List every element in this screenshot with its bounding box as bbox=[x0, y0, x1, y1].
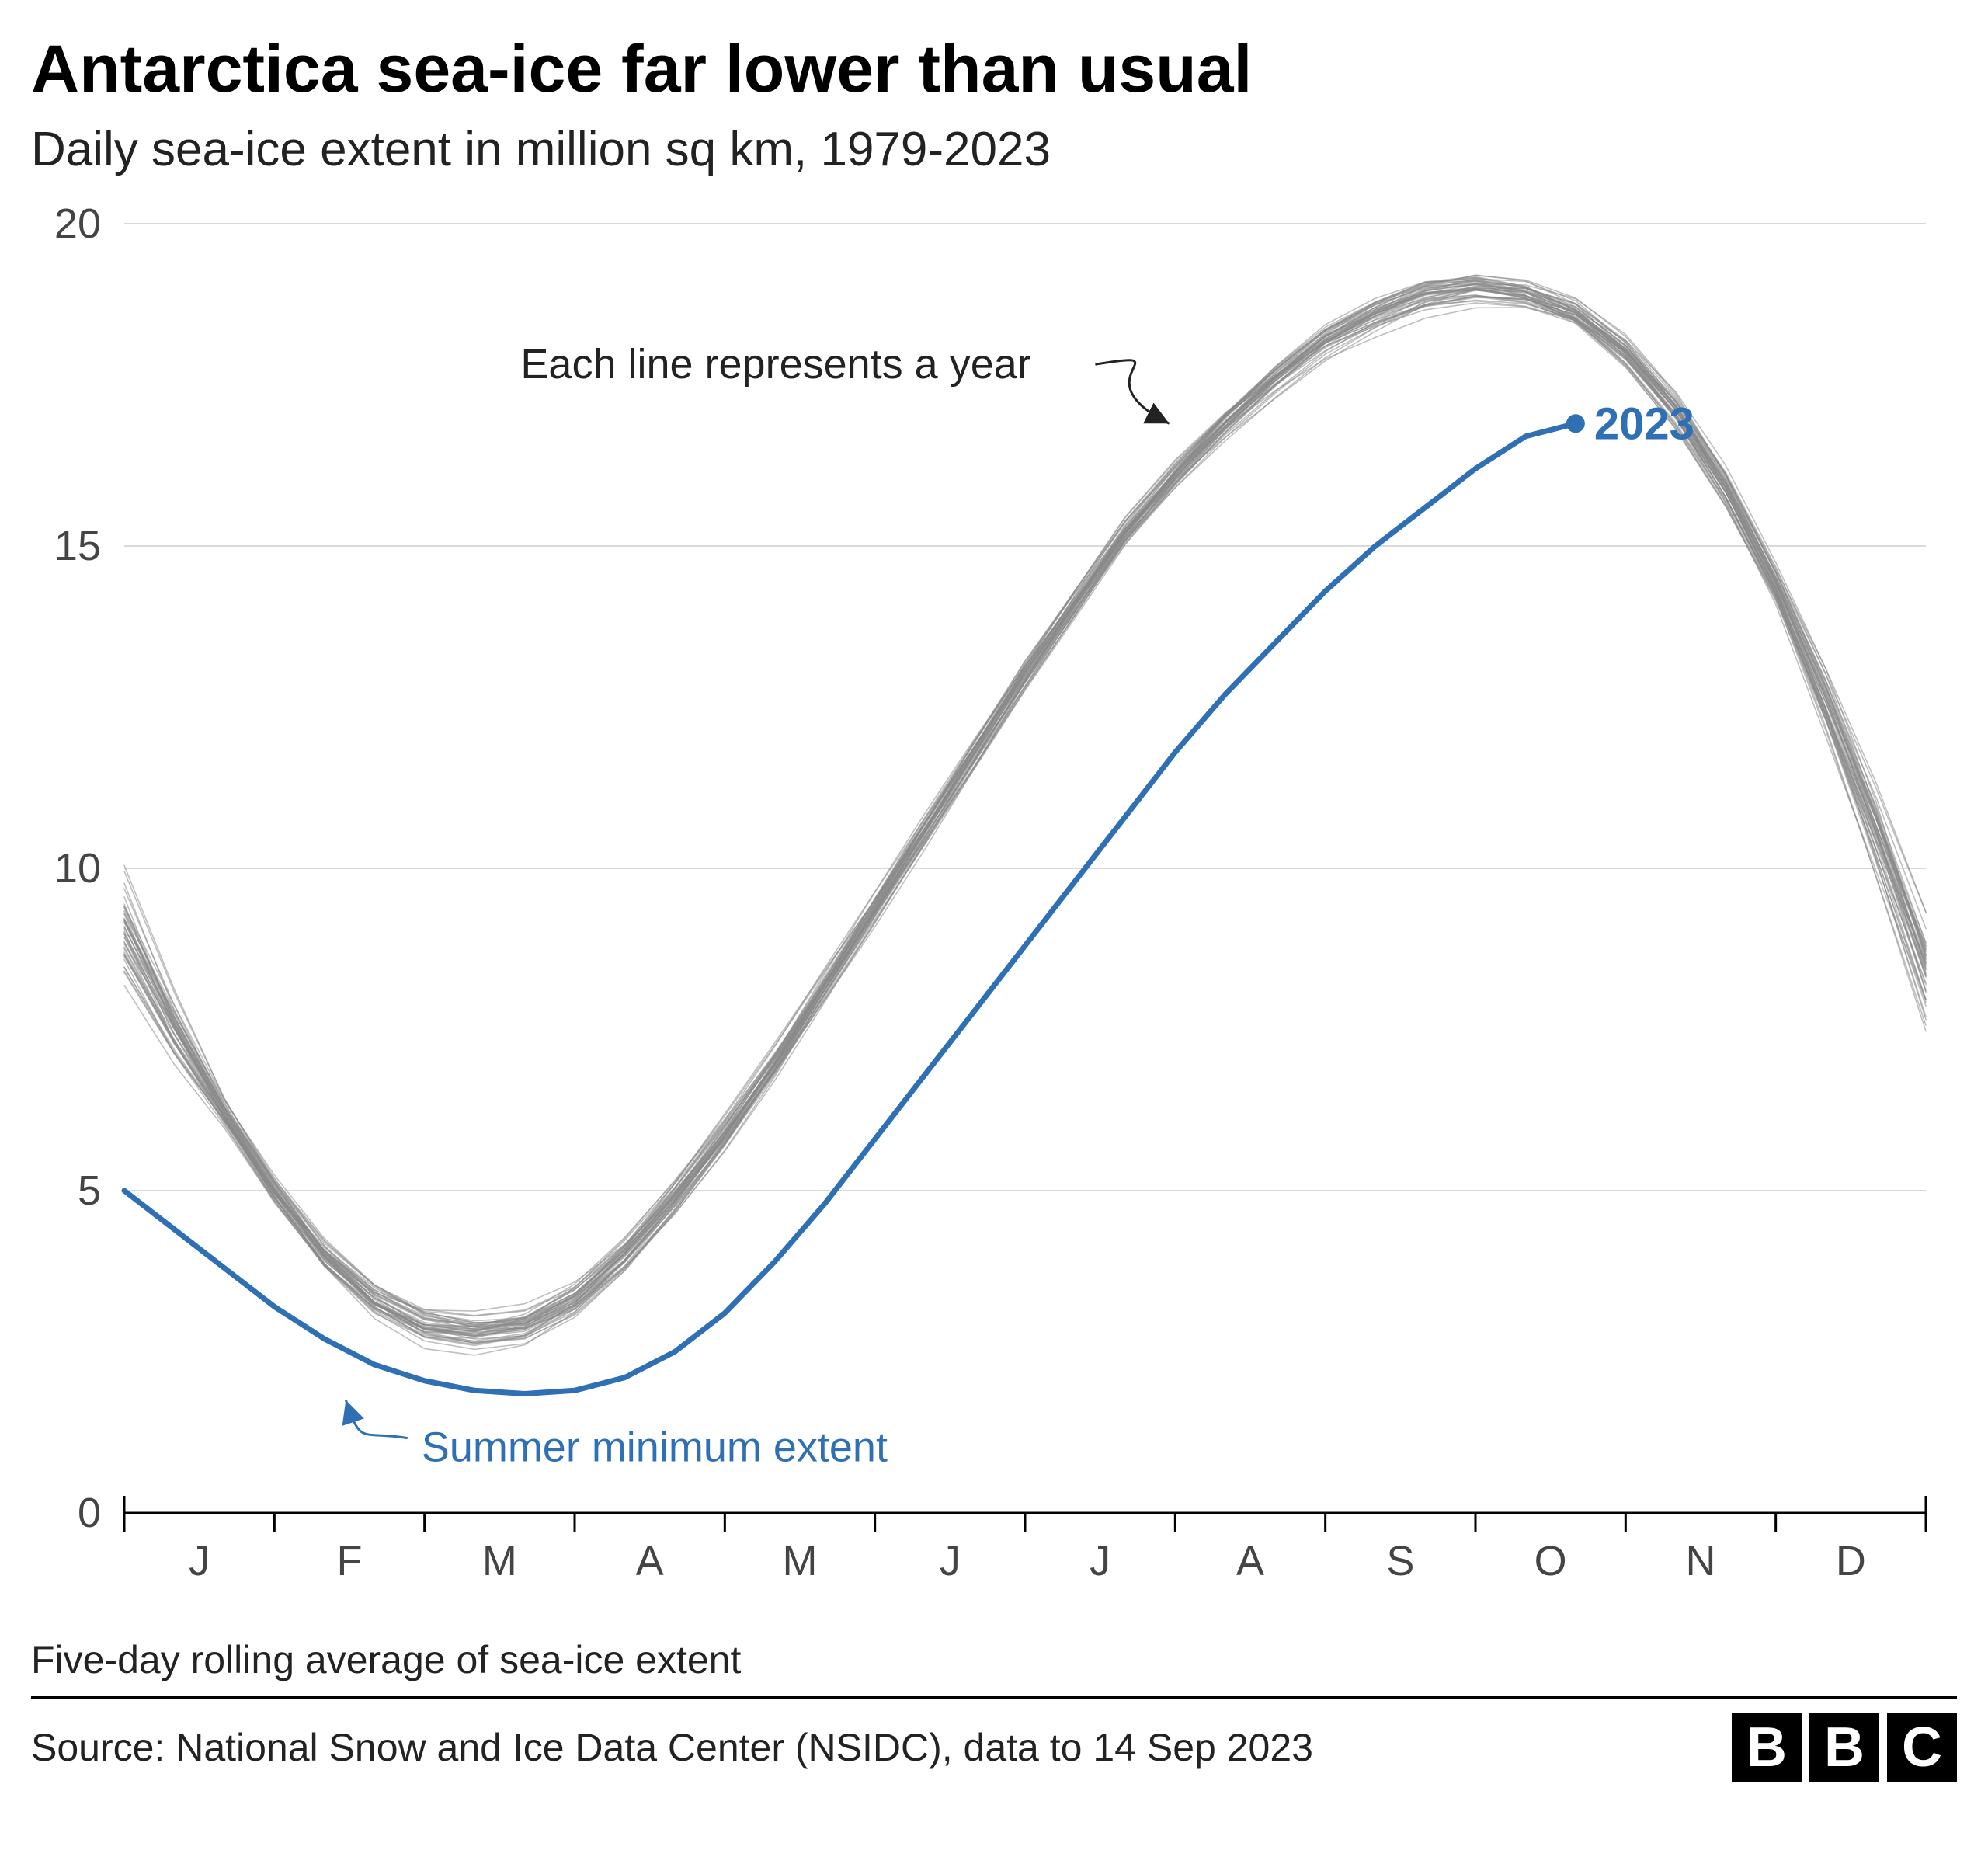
chart-container: Antarctica sea-ice far lower than usual … bbox=[31, 31, 1957, 1782]
svg-text:5: 5 bbox=[78, 1167, 101, 1214]
svg-text:N: N bbox=[1686, 1538, 1716, 1584]
bbc-logo-block: B bbox=[1809, 1713, 1879, 1782]
svg-text:Each line represents a year: Each line represents a year bbox=[520, 341, 1030, 388]
svg-text:M: M bbox=[783, 1538, 818, 1584]
svg-text:D: D bbox=[1836, 1538, 1866, 1584]
svg-text:S: S bbox=[1386, 1538, 1414, 1584]
svg-text:F: F bbox=[337, 1538, 363, 1584]
svg-text:A: A bbox=[636, 1538, 664, 1584]
svg-text:2023: 2023 bbox=[1594, 398, 1694, 449]
chart-plot-area: 0 5 10 15 20 J F M A M J J A S O N D 2023 Each line repres… bbox=[31, 208, 1957, 1591]
svg-text:10: 10 bbox=[54, 845, 101, 892]
svg-text:Summer minimum extent: Summer minimum extent bbox=[422, 1424, 888, 1471]
chart-subtitle: Daily sea-ice extent in million sq km, 1… bbox=[31, 122, 1957, 177]
svg-text:O: O bbox=[1534, 1538, 1567, 1584]
chart-title: Antarctica sea-ice far lower than usual bbox=[31, 31, 1957, 108]
svg-text:J: J bbox=[1090, 1538, 1110, 1584]
chart-svg: 0 5 10 15 20 J F M A M J J A S O N D 2023 Each line repres… bbox=[31, 208, 1941, 1591]
bbc-logo-block: B bbox=[1732, 1713, 1802, 1782]
source-row: Source: National Snow and Ice Data Cente… bbox=[31, 1696, 1957, 1782]
svg-text:J: J bbox=[940, 1538, 961, 1584]
svg-text:20: 20 bbox=[54, 208, 101, 247]
bbc-logo-block: C bbox=[1887, 1713, 1957, 1782]
svg-text:0: 0 bbox=[78, 1490, 101, 1536]
source-text: Source: National Snow and Ice Data Cente… bbox=[31, 1725, 1313, 1770]
chart-footnote: Five-day rolling average of sea-ice exte… bbox=[31, 1637, 1957, 1682]
svg-text:M: M bbox=[482, 1538, 517, 1584]
bbc-logo: BBC bbox=[1732, 1713, 1957, 1782]
svg-text:J: J bbox=[189, 1538, 210, 1584]
svg-text:15: 15 bbox=[54, 523, 101, 569]
svg-text:A: A bbox=[1236, 1538, 1264, 1584]
